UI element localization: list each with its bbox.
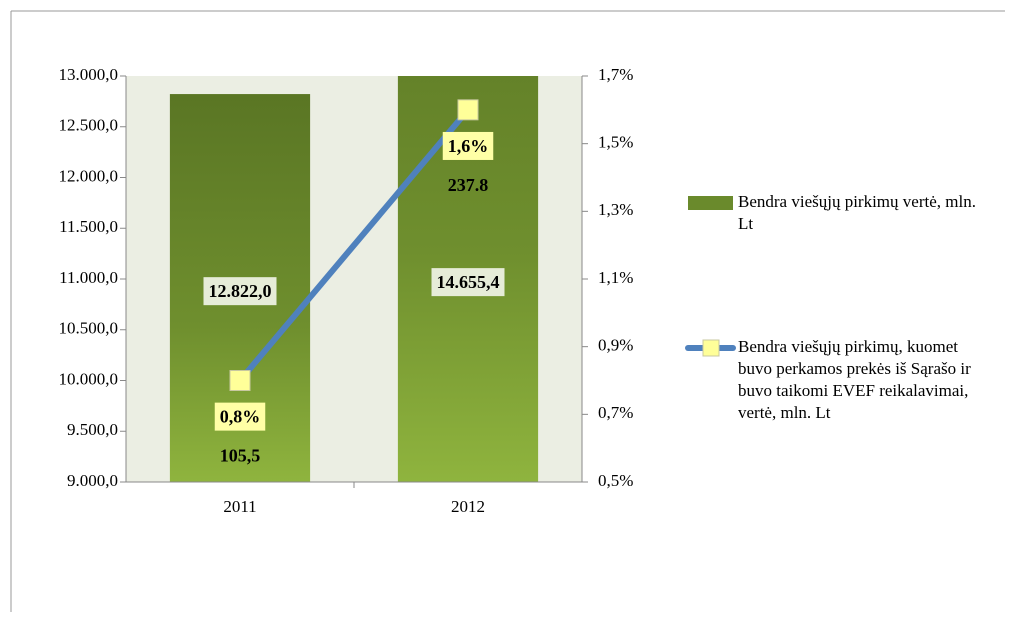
legend-label: Bendra viešųjų pirkimų vertė, mln. Lt <box>738 192 976 233</box>
legend-swatch <box>688 196 733 210</box>
y-tick-label: 11.000,0 <box>59 268 118 287</box>
bar-value-label: 14.655,4 <box>437 272 500 292</box>
bar-value-label-box <box>431 268 505 297</box>
y-tick-label: 9.000,0 <box>67 471 118 490</box>
y2-tick-label: 1,1% <box>598 268 633 287</box>
line-value-label-box <box>442 131 494 160</box>
x-tick-label: 2012 <box>451 497 485 516</box>
bar-value-label-group: 12.822,0 <box>203 277 277 306</box>
line-value-label-group: 0,8% <box>214 402 266 431</box>
line-value-label-box <box>214 402 266 431</box>
line-value-label: 0,8% <box>220 407 261 427</box>
y2-tick-label: 1,7% <box>598 65 633 84</box>
line-value-label: 1,6% <box>448 136 489 156</box>
line-value-label-group: 1,6% <box>442 131 494 160</box>
legend-entry: Bendra viešųjų pirkimų vertė, mln. Lt <box>738 192 976 233</box>
y2-tick-label: 0,9% <box>598 336 633 355</box>
bar-value-label: 12.822,0 <box>209 281 272 301</box>
y-tick-label: 10.500,0 <box>59 319 119 338</box>
y-tick-label: 12.000,0 <box>59 166 119 185</box>
y-tick-label: 10.000,0 <box>59 369 119 388</box>
y-tick-label: 12.500,0 <box>59 116 119 135</box>
line-marker <box>229 370 251 391</box>
line-marker <box>457 99 479 121</box>
legend-entry: Bendra viešųjų pirkimų, kuomet buvo perk… <box>738 337 971 422</box>
bar-value-label-box <box>203 277 277 306</box>
y2-tick-label: 0,5% <box>598 471 633 490</box>
legend-label: Bendra viešųjų pirkimų, kuomet buvo perk… <box>738 337 971 422</box>
annotation: 237.8 <box>448 175 489 195</box>
bar <box>397 76 539 482</box>
line <box>237 106 471 384</box>
y2-tick-label: 1,5% <box>598 133 633 152</box>
y2-tick-label: 0,7% <box>598 403 633 422</box>
chart-body: 9.000,0 9.500,0 10.000,0 10.500,0 11.000,0 11… <box>59 65 976 516</box>
y-tick-label: 9.500,0 <box>67 420 118 439</box>
y-tick-label: 11.500,0 <box>59 217 118 236</box>
bar-value-label-group: 14.655,4 <box>431 268 505 297</box>
y-tick-label: 13.000,0 <box>59 65 119 84</box>
annotation: 105,5 <box>220 446 261 466</box>
legend-marker <box>702 339 720 357</box>
x-tick-label: 2011 <box>223 497 256 516</box>
y2-tick-label: 1,3% <box>598 200 633 219</box>
